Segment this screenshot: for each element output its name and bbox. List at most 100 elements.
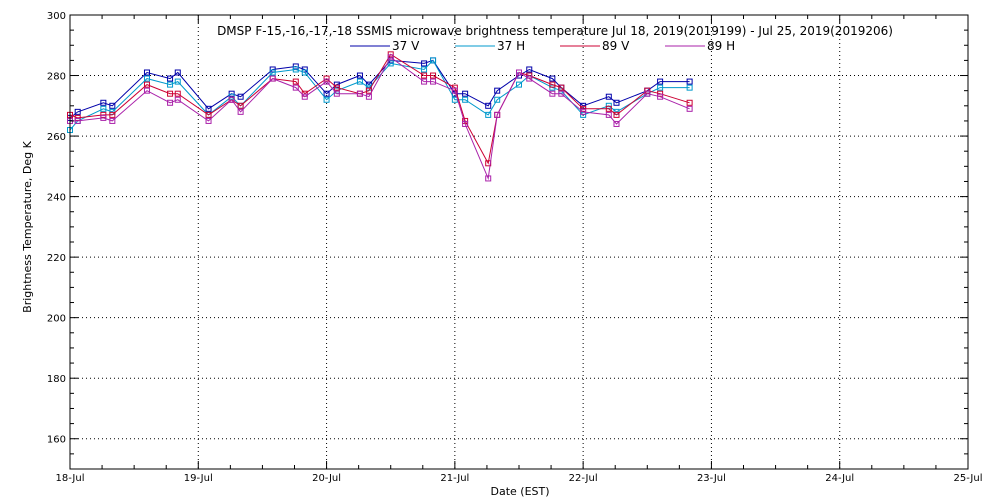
x-tick-label: 24-Jul: [825, 473, 854, 484]
data-point: [269, 69, 276, 76]
data-point: [657, 78, 664, 85]
data-point: [228, 96, 235, 103]
data-point: [74, 117, 81, 124]
data-point: [657, 84, 664, 91]
data-point: [580, 108, 587, 115]
legend-label: 37 V: [392, 39, 420, 53]
data-point: [174, 69, 181, 76]
data-point: [549, 84, 556, 91]
data-point: [301, 93, 308, 100]
data-point: [605, 111, 612, 118]
data-point: [613, 99, 620, 106]
legend-item: 89 H: [665, 39, 735, 53]
data-point: [269, 75, 276, 82]
data-point: [516, 81, 522, 88]
data-point: [100, 114, 107, 121]
data-point: [205, 111, 212, 118]
plot-frame: [69, 14, 969, 470]
data-point: [558, 90, 565, 97]
data-point: [686, 105, 693, 112]
data-point: [516, 69, 522, 76]
data-point: [174, 78, 181, 85]
x-tick-label: 19-Jul: [184, 473, 213, 484]
data-point: [462, 120, 469, 127]
legend-item: 89 V: [560, 39, 630, 53]
data-point: [143, 81, 150, 88]
y-axis-title: Brightness Temperature, Deg K: [21, 140, 34, 312]
series-37-h: [67, 57, 693, 134]
x-axis-title: Date (EST): [490, 485, 549, 498]
data-point: [558, 84, 565, 91]
data-point: [494, 87, 501, 94]
y-tick-label: 160: [47, 435, 66, 446]
data-point: [174, 90, 181, 97]
data-point: [686, 84, 693, 91]
series-89-v: [67, 51, 693, 167]
y-tick-label: 220: [47, 253, 66, 264]
legend-label: 89 V: [602, 39, 630, 53]
data-point: [292, 78, 299, 85]
data-point: [657, 93, 664, 100]
data-point: [686, 78, 693, 85]
data-point: [292, 84, 299, 91]
data-point: [526, 66, 533, 73]
y-tick-label: 260: [47, 132, 66, 143]
data-point: [100, 111, 107, 118]
series-layer: [67, 51, 693, 182]
ticks: 160 180 200 220 240 260 280 300 18-Jul 19-Jul 20-J…: [47, 11, 983, 484]
data-point: [323, 96, 330, 103]
data-point: [462, 90, 469, 97]
data-point: [644, 90, 651, 97]
data-point: [100, 105, 107, 112]
data-point: [686, 99, 693, 106]
data-point: [462, 96, 469, 103]
y-tick-label: 280: [47, 72, 66, 83]
y-tick-label: 200: [47, 314, 66, 325]
data-point: [143, 69, 150, 76]
data-point: [109, 117, 116, 124]
y-tick-label: 300: [47, 11, 66, 22]
data-point: [526, 75, 533, 82]
data-point: [549, 90, 556, 97]
data-point: [301, 69, 308, 76]
data-point: [356, 78, 363, 85]
data-point: [167, 90, 174, 97]
legend-label: 89 H: [707, 39, 735, 53]
data-point: [356, 90, 363, 97]
data-point: [205, 117, 212, 124]
data-point: [167, 75, 174, 82]
legend-item: 37 V: [350, 39, 420, 53]
data-point: [100, 99, 107, 106]
data-point: [269, 66, 276, 73]
data-point: [167, 99, 174, 106]
data-point: [430, 57, 437, 64]
series-line: [69, 59, 690, 131]
data-point: [167, 81, 174, 88]
data-point: [292, 66, 299, 73]
data-point: [494, 111, 501, 118]
data-point: [485, 175, 492, 182]
data-point: [333, 84, 340, 91]
data-point: [365, 87, 372, 94]
series-89-h: [67, 54, 693, 182]
data-point: [237, 108, 244, 115]
data-point: [205, 105, 212, 112]
data-point: [174, 96, 181, 103]
data-point: [451, 84, 458, 91]
data-point: [451, 87, 458, 94]
data-point: [549, 75, 556, 82]
data-point: [237, 93, 244, 100]
x-tick-label: 20-Jul: [312, 473, 341, 484]
data-point: [74, 108, 81, 115]
data-point: [644, 87, 651, 94]
data-point: [613, 120, 620, 127]
x-tick-label: 22-Jul: [569, 473, 598, 484]
legend-item: 37 H: [455, 39, 525, 53]
x-tick-label: 21-Jul: [440, 473, 469, 484]
y-tick-label: 180: [47, 374, 66, 385]
series-37-v: [67, 57, 693, 121]
x-tick-label: 25-Jul: [954, 473, 983, 484]
data-point: [494, 96, 501, 103]
